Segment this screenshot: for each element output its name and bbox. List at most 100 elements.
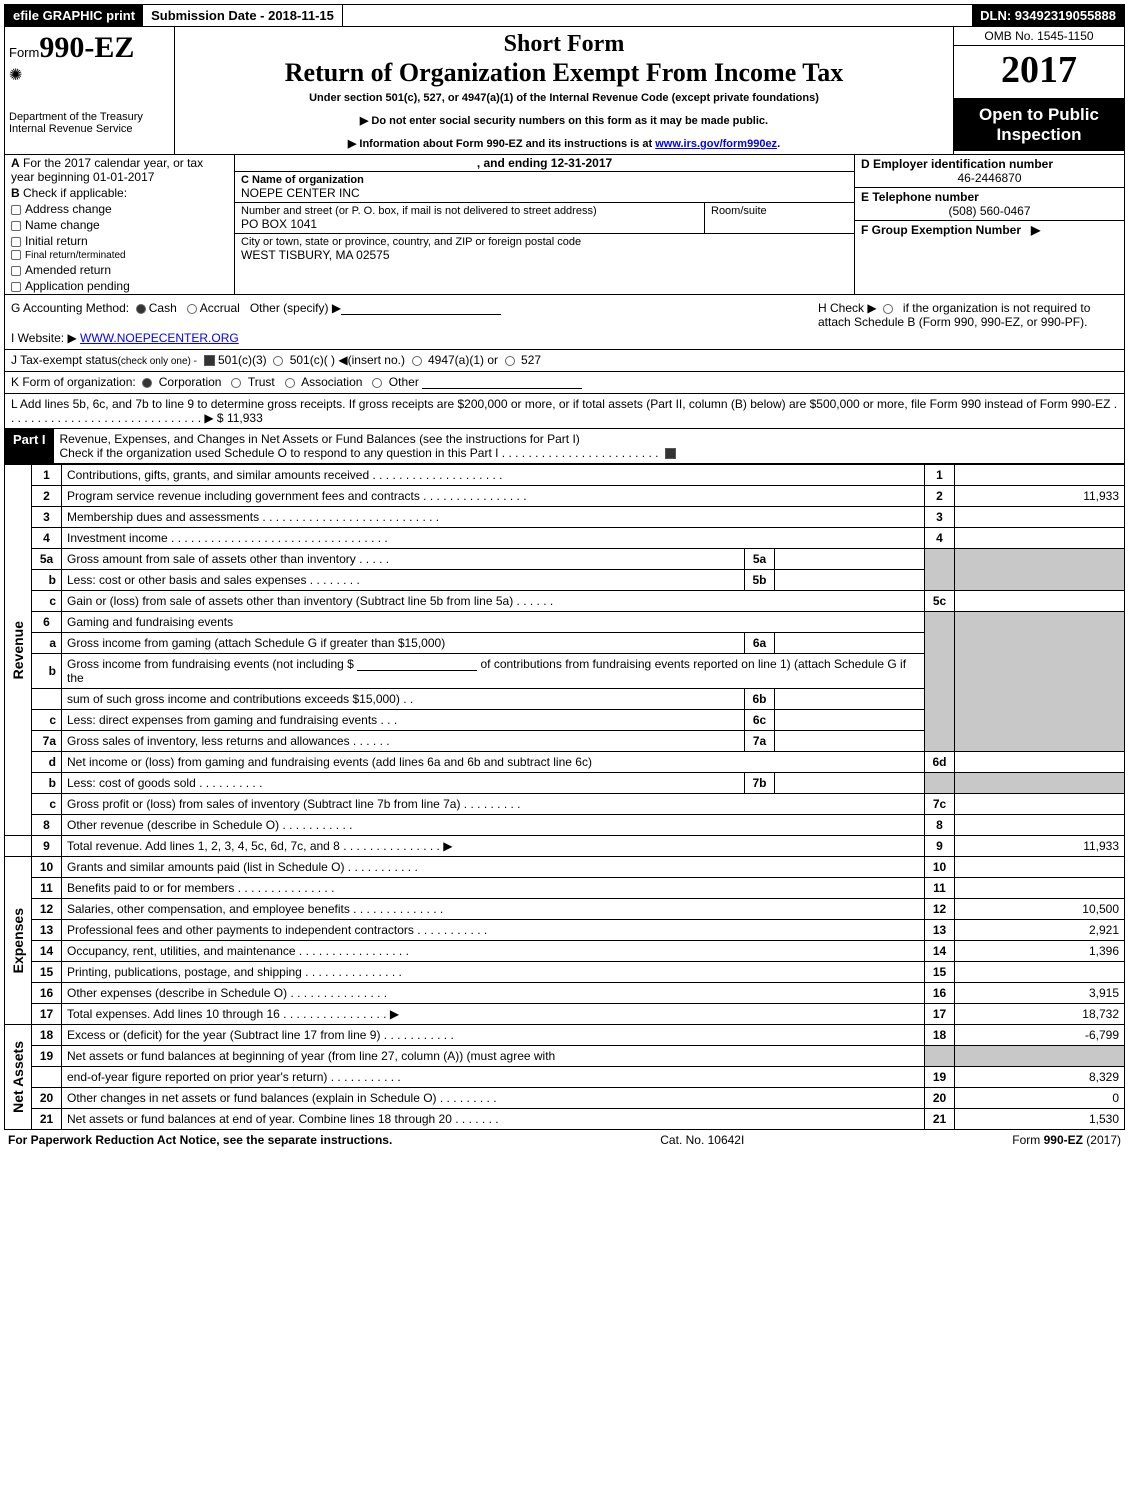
info-link-line: ▶ Information about Form 990-EZ and its …	[181, 137, 947, 150]
footer-left: For Paperwork Reduction Act Notice, see …	[8, 1133, 392, 1147]
footer-right-bold: 990-EZ	[1044, 1133, 1083, 1147]
gray-cell	[925, 773, 955, 794]
line-g-h: G Accounting Method: Cash Accrual Other …	[11, 301, 1118, 329]
sidelabel-revenue-text: Revenue	[10, 621, 26, 679]
line-desc: Excess or (deficit) for the year (Subtra…	[62, 1025, 925, 1046]
line-num: 10	[32, 857, 62, 878]
line-num: 18	[32, 1025, 62, 1046]
line-value: 8,329	[955, 1067, 1125, 1088]
line-desc: Other changes in net assets or fund bala…	[62, 1088, 925, 1109]
line-num: 3	[32, 507, 62, 528]
line-desc: Grants and similar amounts paid (list in…	[62, 857, 925, 878]
line-subval	[775, 731, 925, 752]
checkbox-501c3-icon[interactable]	[204, 355, 215, 366]
check-name-change: Name change	[5, 217, 234, 233]
line-num: 21	[32, 1109, 62, 1130]
r6b-blank	[357, 659, 477, 671]
line-rnum: 5c	[925, 591, 955, 612]
line-value: 11,933	[955, 486, 1125, 507]
g-other: Other (specify) ▶	[250, 301, 341, 315]
radio-other-icon[interactable]	[372, 378, 382, 388]
line-value: 10,500	[955, 899, 1125, 920]
phone-label: E Telephone number	[861, 190, 1118, 204]
website-link[interactable]: WWW.NOEPECENTER.ORG	[80, 331, 239, 345]
k-assoc: Association	[301, 375, 362, 389]
line-subnum: 5b	[745, 570, 775, 591]
sidelabel-revenue: Revenue	[5, 465, 32, 836]
radio-4947-icon[interactable]	[412, 356, 422, 366]
checkbox-icon[interactable]	[11, 205, 21, 215]
line-desc: Occupancy, rent, utilities, and maintena…	[62, 941, 925, 962]
line-value	[955, 857, 1125, 878]
radio-corp-icon[interactable]	[142, 378, 152, 388]
check-final-return: Final return/terminated	[5, 249, 234, 262]
section-a-left: A For the 2017 calendar year, or tax yea…	[5, 155, 235, 294]
table-row: 14 Occupancy, rent, utilities, and maint…	[5, 941, 1125, 962]
line-num: 8	[32, 815, 62, 836]
line-value	[955, 878, 1125, 899]
radio-accrual-icon[interactable]	[187, 304, 197, 314]
line-rnum: 15	[925, 962, 955, 983]
j-527: 527	[521, 353, 541, 367]
checkbox-icon[interactable]	[11, 237, 21, 247]
line-num: c	[32, 591, 62, 612]
checkbox-icon[interactable]	[11, 266, 21, 276]
line-a-ending: x , and ending 12-31-2017	[235, 155, 854, 172]
radio-assoc-icon[interactable]	[285, 378, 295, 388]
total-expenses-rest: Add lines 10 through 16 . . . . . . . . …	[150, 1007, 399, 1021]
checkbox-icon[interactable]	[11, 221, 21, 231]
info-link-pre: ▶ Information about Form 990-EZ and its …	[348, 138, 655, 150]
radio-h-icon[interactable]	[883, 304, 893, 314]
j-501c3: 501(c)(3)	[218, 353, 267, 367]
irs-link[interactable]: www.irs.gov/form990ez	[655, 138, 777, 150]
open-to-public-badge: Open to Public Inspection	[954, 99, 1124, 151]
line-rnum: 4	[925, 528, 955, 549]
part1-schedule-o-checkbox-icon[interactable]	[665, 448, 676, 459]
line-num: 9	[32, 836, 62, 857]
line-desc: Membership dues and assessments . . . . …	[62, 507, 925, 528]
sidelabel-blank	[5, 836, 32, 857]
check-pending-label: Application pending	[25, 279, 130, 293]
line-value: 18,732	[955, 1004, 1125, 1025]
radio-527-icon[interactable]	[505, 356, 515, 366]
check-initial-label: Initial return	[25, 234, 88, 248]
line-num: 1	[32, 465, 62, 486]
table-row: c Gain or (loss) from sale of assets oth…	[5, 591, 1125, 612]
line-desc: Gross income from gaming (attach Schedul…	[62, 633, 745, 654]
line-value	[955, 507, 1125, 528]
line-rnum: 7c	[925, 794, 955, 815]
part1-table: Revenue 1 Contributions, gifts, grants, …	[4, 464, 1125, 1130]
table-row: Expenses 10 Grants and similar amounts p…	[5, 857, 1125, 878]
dln-badge: DLN: 93492319055888	[972, 5, 1124, 26]
group-exemption-label: F Group Exemption Number	[861, 223, 1021, 237]
line-desc: Contributions, gifts, grants, and simila…	[62, 465, 925, 486]
table-row: 17 Total expenses. Add lines 10 through …	[5, 1004, 1125, 1025]
check-application-pending: Application pending	[5, 278, 234, 294]
line-num: 19	[32, 1046, 62, 1067]
line-num: 6	[32, 612, 62, 633]
check-address-change: Address change	[5, 201, 234, 217]
g-accrual: Accrual	[200, 301, 240, 315]
city-value: WEST TISBURY, MA 02575	[241, 248, 848, 262]
line-rnum: 18	[925, 1025, 955, 1046]
table-row: b Less: cost of goods sold . . . . . . .…	[5, 773, 1125, 794]
header-center: Short Form Return of Organization Exempt…	[175, 27, 954, 154]
line-num: 14	[32, 941, 62, 962]
line-num: 5a	[32, 549, 62, 570]
header-left: Form990-EZ ✺ Department of the Treasury …	[5, 27, 175, 154]
row-city: City or town, state or province, country…	[235, 234, 854, 264]
g-label: G Accounting Method:	[11, 301, 129, 315]
line-desc: Net assets or fund balances at beginning…	[62, 1046, 925, 1067]
line-value: 11,933	[955, 836, 1125, 857]
table-row: 9 Total revenue. Add lines 1, 2, 3, 4, 5…	[5, 836, 1125, 857]
header-right: OMB No. 1545-1150 2017 Open to Public In…	[954, 27, 1124, 154]
line-num: c	[32, 710, 62, 731]
line-rnum: 19	[925, 1067, 955, 1088]
line-subnum: 6c	[745, 710, 775, 731]
checkbox-icon[interactable]	[11, 282, 21, 292]
radio-cash-icon[interactable]	[136, 304, 146, 314]
radio-trust-icon[interactable]	[231, 378, 241, 388]
checkbox-icon[interactable]	[11, 250, 21, 260]
omb-number: OMB No. 1545-1150	[954, 27, 1124, 46]
radio-501c-icon[interactable]	[273, 356, 283, 366]
